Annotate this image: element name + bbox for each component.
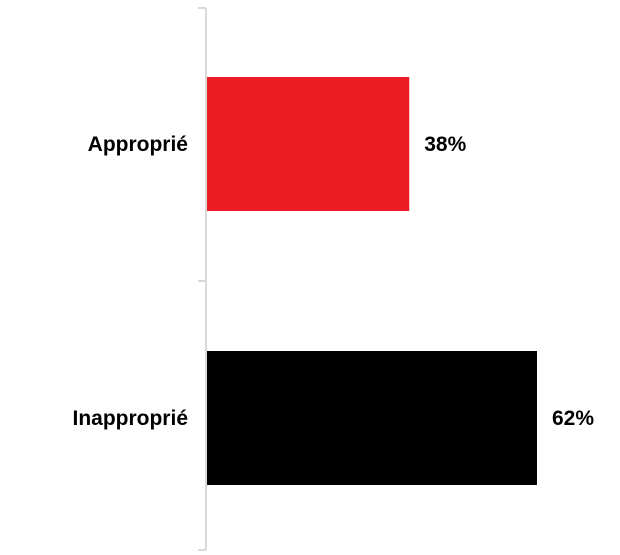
category-label: Inapproprié bbox=[72, 407, 188, 430]
value-label: 38% bbox=[424, 133, 466, 156]
bar-inapproprie bbox=[207, 351, 537, 485]
value-label: 62% bbox=[552, 407, 594, 430]
category-label: Approprié bbox=[88, 133, 188, 156]
bar-approprie bbox=[207, 77, 410, 211]
